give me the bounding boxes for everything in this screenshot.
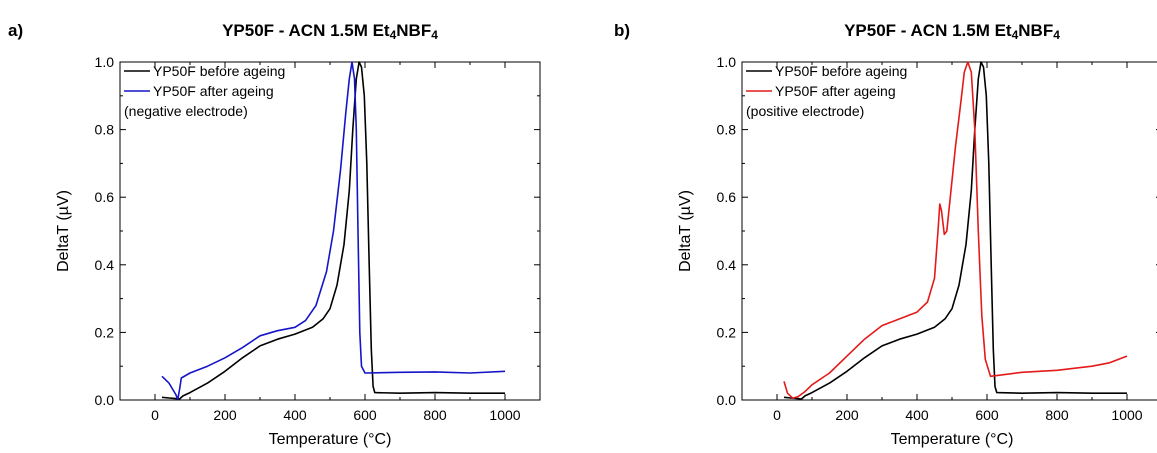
y-tick-label: 1.0 [717, 54, 737, 70]
x-tick-label: 600 [975, 407, 999, 423]
x-axis-label: Temperature (°C) [891, 431, 1014, 448]
y-tick-label: 0.8 [95, 122, 115, 138]
y-tick-label: 0.0 [95, 392, 115, 408]
chart-title: YP50F - ACN 1.5M Et4NBF4 [844, 21, 1060, 42]
title-subscript: 4 [431, 28, 438, 42]
x-tick-label: 800 [1045, 407, 1069, 423]
x-tick-label: 800 [423, 407, 447, 423]
legend-label: YP50F after ageing [775, 83, 896, 99]
title-subscript: 4 [1012, 28, 1019, 42]
y-tick-label: 0.6 [95, 189, 115, 205]
title-part: YP50F - ACN 1.5M Et [844, 21, 1012, 40]
panel-letter: a) [8, 21, 23, 40]
panel-letter: b) [614, 21, 630, 40]
x-tick-label: 0 [773, 407, 781, 423]
legend-note: (negative electrode) [124, 103, 248, 119]
title-subscript: 4 [1053, 28, 1060, 42]
legend-label: YP50F after ageing [153, 83, 274, 99]
y-tick-label: 0.8 [717, 122, 737, 138]
title-part: NBF [1018, 21, 1053, 40]
y-tick-label: 0.6 [717, 189, 737, 205]
title-part: NBF [396, 21, 431, 40]
x-axis-label: Temperature (°C) [269, 431, 392, 448]
title-part: YP50F - ACN 1.5M Et [222, 21, 390, 40]
y-tick-label: 0.4 [717, 257, 737, 273]
y-tick-label: 1.0 [95, 54, 115, 70]
series-line-1 [161, 61, 506, 401]
x-tick-label: 400 [905, 407, 929, 423]
chart-title: YP50F - ACN 1.5M Et4NBF4 [222, 21, 438, 42]
legend-label: YP50F before ageing [775, 63, 907, 79]
x-tick-label: 400 [283, 407, 307, 423]
y-tick-label: 0.0 [717, 392, 737, 408]
y-axis-label: DeltaT (µV) [677, 190, 694, 272]
x-tick-label: 200 [835, 407, 859, 423]
x-tick-label: 200 [213, 407, 237, 423]
legend-note: (positive electrode) [746, 103, 864, 119]
x-tick-label: 600 [353, 407, 377, 423]
x-tick-label: 1000 [1111, 407, 1142, 423]
x-tick-label: 1000 [489, 407, 520, 423]
y-tick-label: 0.2 [717, 324, 737, 340]
title-subscript: 4 [390, 28, 397, 42]
legend-label: YP50F before ageing [153, 63, 285, 79]
y-tick-label: 0.4 [95, 257, 115, 273]
x-tick-label: 0 [151, 407, 159, 423]
y-tick-label: 0.2 [95, 324, 115, 340]
y-axis-label: DeltaT (µV) [55, 190, 72, 272]
series-line-0 [783, 61, 1127, 400]
series-line-0 [161, 61, 505, 400]
series-line-1 [783, 61, 1128, 400]
